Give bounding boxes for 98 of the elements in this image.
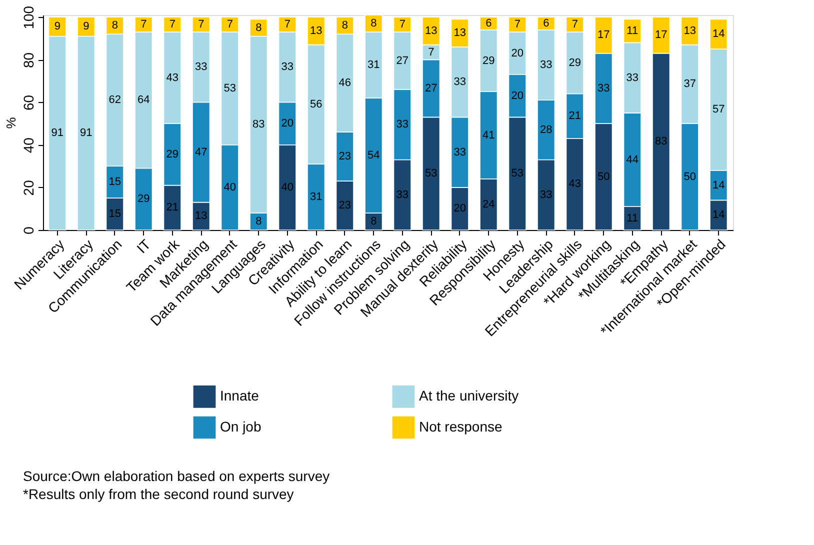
y-tick-label: 100 [20,6,36,30]
data-label: 7 [399,18,406,31]
data-label: 33 [598,82,610,94]
data-label: 7 [428,46,434,58]
data-label: 17 [598,29,610,42]
data-label: 43 [166,72,178,84]
data-label: 83 [655,136,668,148]
y-tick-label: 40 [20,137,36,154]
data-label: 33 [396,118,408,131]
data-label: 53 [224,82,236,94]
data-label: 9 [54,20,60,33]
data-label: 91 [51,127,64,140]
data-label: 13 [310,24,322,37]
data-label: 46 [338,77,351,90]
data-label: 11 [626,24,638,37]
data-label: 7 [284,18,290,31]
data-label: 33 [454,76,466,88]
data-label: 56 [310,98,322,110]
data-label: 28 [540,124,552,136]
data-label: 23 [338,150,351,163]
data-label: 21 [166,202,178,214]
data-label: 6 [543,18,550,30]
data-label: 21 [568,110,581,122]
data-label: 33 [540,188,552,201]
data-label: 64 [138,94,150,106]
data-label: 8 [370,215,377,228]
data-label: 15 [108,176,121,188]
data-label: 33 [626,72,638,84]
data-label: 54 [368,149,380,162]
data-label: 27 [396,54,408,67]
data-label: 47 [195,146,208,158]
data-label: 33 [396,188,408,201]
legend-label: At the university [419,388,519,404]
data-label: 7 [140,18,147,31]
y-tick-label: 60 [20,94,36,111]
data-label: 7 [514,18,520,31]
x-tick-label: IT [133,236,154,256]
data-label: 20 [511,90,524,102]
data-label: 7 [198,18,204,31]
y-tick-label: 20 [20,180,36,196]
data-label: 13 [425,24,438,37]
y-tick-label: 0 [20,226,36,234]
data-label: 40 [224,181,236,194]
data-label: 20 [454,202,466,215]
data-label: 23 [338,200,351,212]
data-label: 53 [511,168,524,180]
data-label: 14 [712,179,725,192]
data-label: 50 [598,170,610,183]
legend-label: Not response [419,418,502,434]
text: *Results only from the second round survey [23,486,294,502]
data-label: 11 [626,212,638,224]
y-tick-label: 80 [20,52,36,68]
y-axis-title: % [4,116,18,129]
data-label: 7 [572,18,578,31]
data-label: 14 [712,28,725,40]
legend-label: Innate [220,388,260,404]
data-label: 14 [712,209,725,222]
data-label: 7 [226,18,233,31]
data-label: 29 [482,54,495,67]
data-label: 29 [568,56,581,69]
data-label: 8 [256,215,262,228]
data-label: 8 [112,20,118,32]
data-label: 17 [655,29,668,42]
data-label: 33 [195,61,208,74]
data-label: 20 [511,47,524,60]
data-label: 27 [425,82,438,94]
data-label: 53 [425,168,438,180]
data-label: 91 [80,127,92,140]
data-label: 33 [454,146,466,158]
data-label: 7 [169,18,176,31]
data-label: 43 [568,178,581,190]
data-label: 20 [281,118,294,130]
data-label: 24 [482,198,495,210]
data-label: 31 [310,191,322,204]
source-note: Source:Own elaboration based on experts survey [23,468,330,484]
data-label: 8 [370,18,377,30]
data-label: 40 [281,181,294,194]
data-label: 8 [342,20,348,32]
data-label: 33 [281,61,294,74]
data-label: 50 [684,170,696,183]
data-label: 13 [454,27,466,40]
data-label: 29 [166,148,178,160]
data-label: 9 [83,20,90,33]
data-label: 41 [482,129,495,142]
data-label: 13 [684,24,696,37]
data-label: 57 [712,104,725,116]
data-label: 8 [256,22,262,34]
data-label: 29 [138,193,150,206]
data-label: 44 [626,154,638,166]
data-label: 33 [540,59,552,72]
data-label: 15 [108,208,121,220]
data-label: 31 [368,59,380,72]
data-label: 83 [252,118,265,131]
legend-label: On job [220,418,262,434]
data-label: 37 [684,78,696,90]
data-label: 6 [486,18,492,30]
data-label: 13 [195,210,208,222]
data-label: 62 [108,94,121,106]
